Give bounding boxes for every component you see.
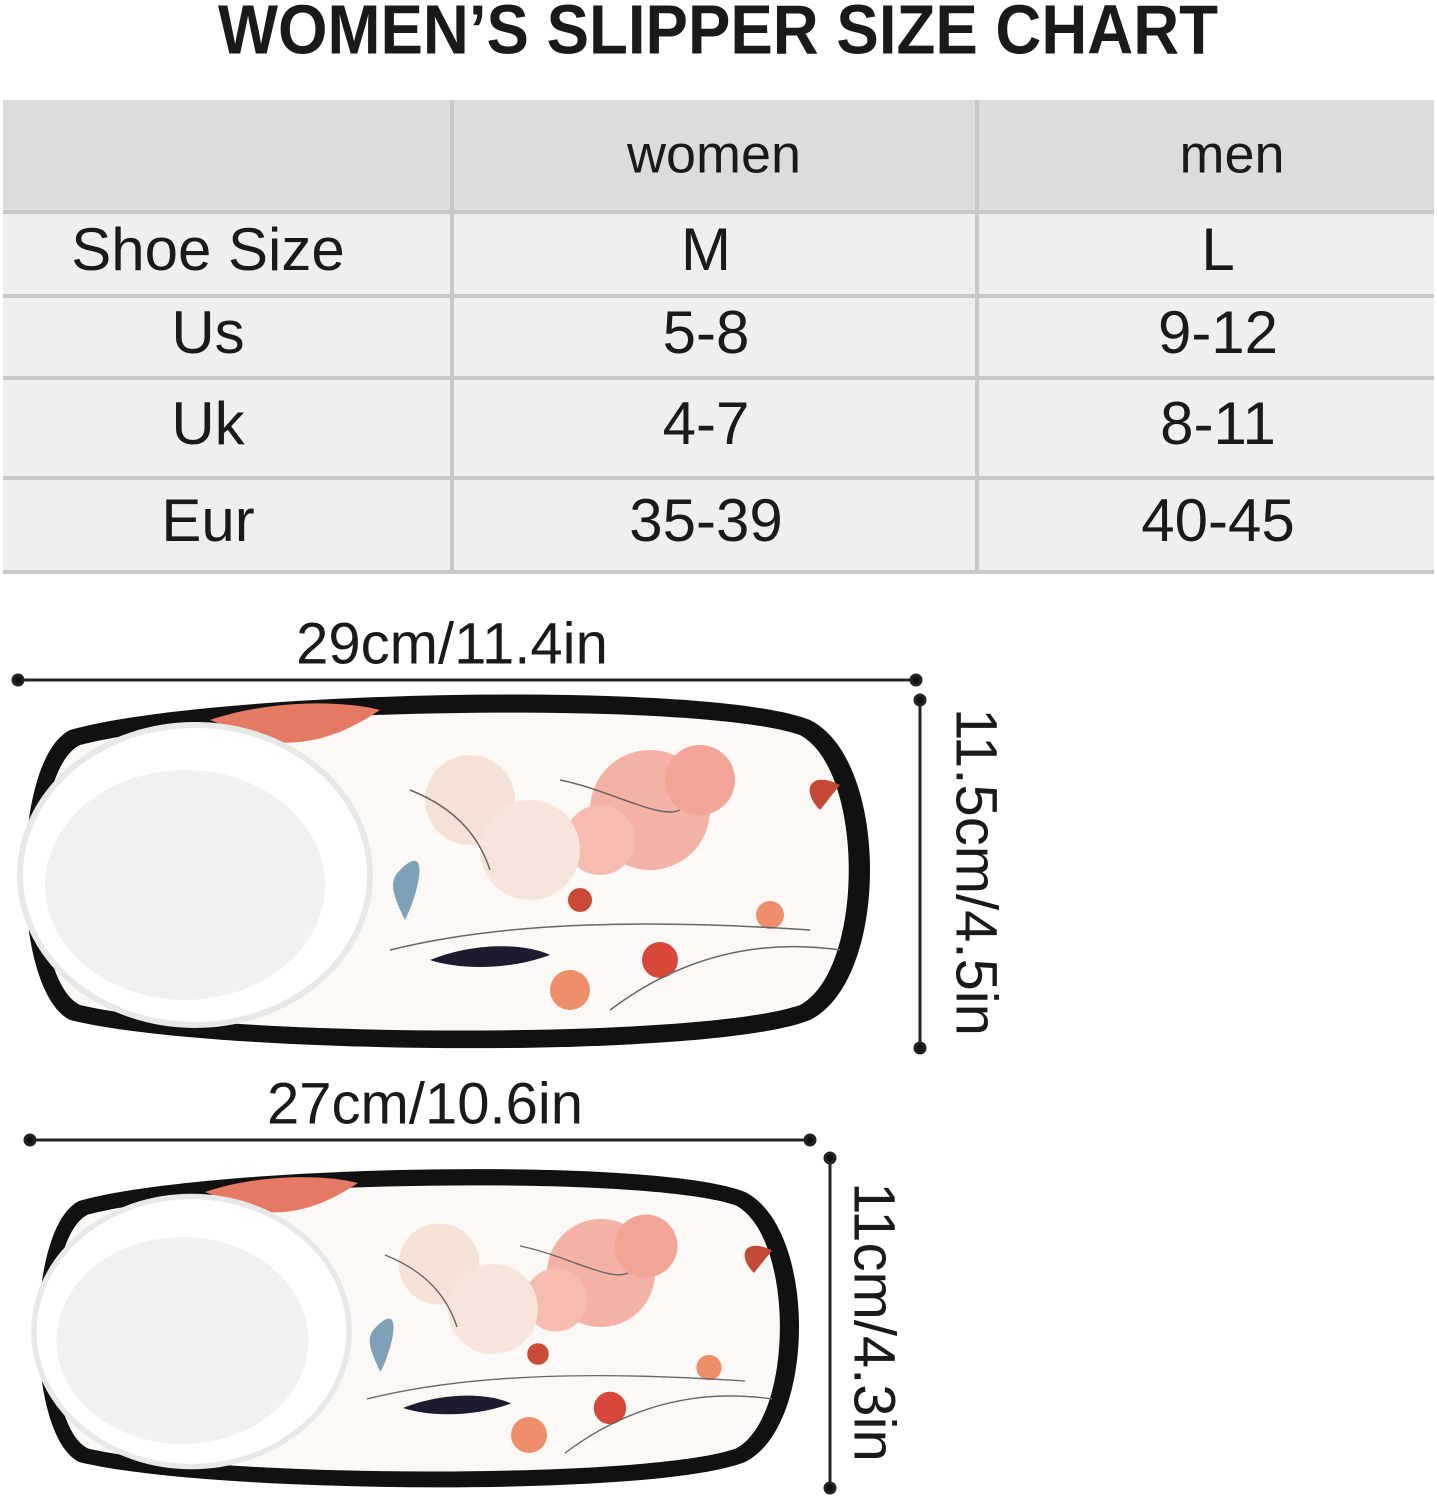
table-cell: M: [681, 216, 731, 283]
table-lines: [3, 100, 1434, 574]
table-cell: 35-39: [629, 487, 782, 554]
row-label: Us: [171, 299, 244, 366]
slipper-large: [20, 695, 870, 1049]
header-cell: men: [1179, 124, 1284, 184]
dimension-lines: [11, 673, 927, 1495]
length-label: 29cm/11.4in: [296, 611, 608, 676]
size-table: women men Shoe Size M L Us 5-8 9-12 Uk 4-7 8-11 E…: [3, 100, 1434, 574]
row-label: Eur: [161, 487, 254, 554]
table-cell: 40-45: [1141, 487, 1294, 554]
row-label: Uk: [171, 390, 245, 457]
title: WOMEN’S SLIPPER SIZE CHART: [218, 0, 1218, 68]
slipper-small: [34, 1169, 799, 1487]
length-label: 27cm/10.6in: [267, 1071, 583, 1136]
table-cell: 9-12: [1158, 299, 1278, 366]
body-rows: [3, 212, 1434, 572]
row-label: Shoe Size: [71, 216, 345, 283]
header-cell: women: [626, 124, 801, 184]
table-cell: 5-8: [663, 299, 750, 366]
table-cell: 4-7: [663, 390, 750, 457]
table-cell: 8-11: [1160, 390, 1276, 457]
header-row: [3, 100, 1434, 212]
width-label: 11cm/4.3in: [842, 1182, 907, 1461]
table-cell: L: [1201, 216, 1234, 283]
width-label: 11.5cm/4.5in: [944, 708, 1009, 1036]
